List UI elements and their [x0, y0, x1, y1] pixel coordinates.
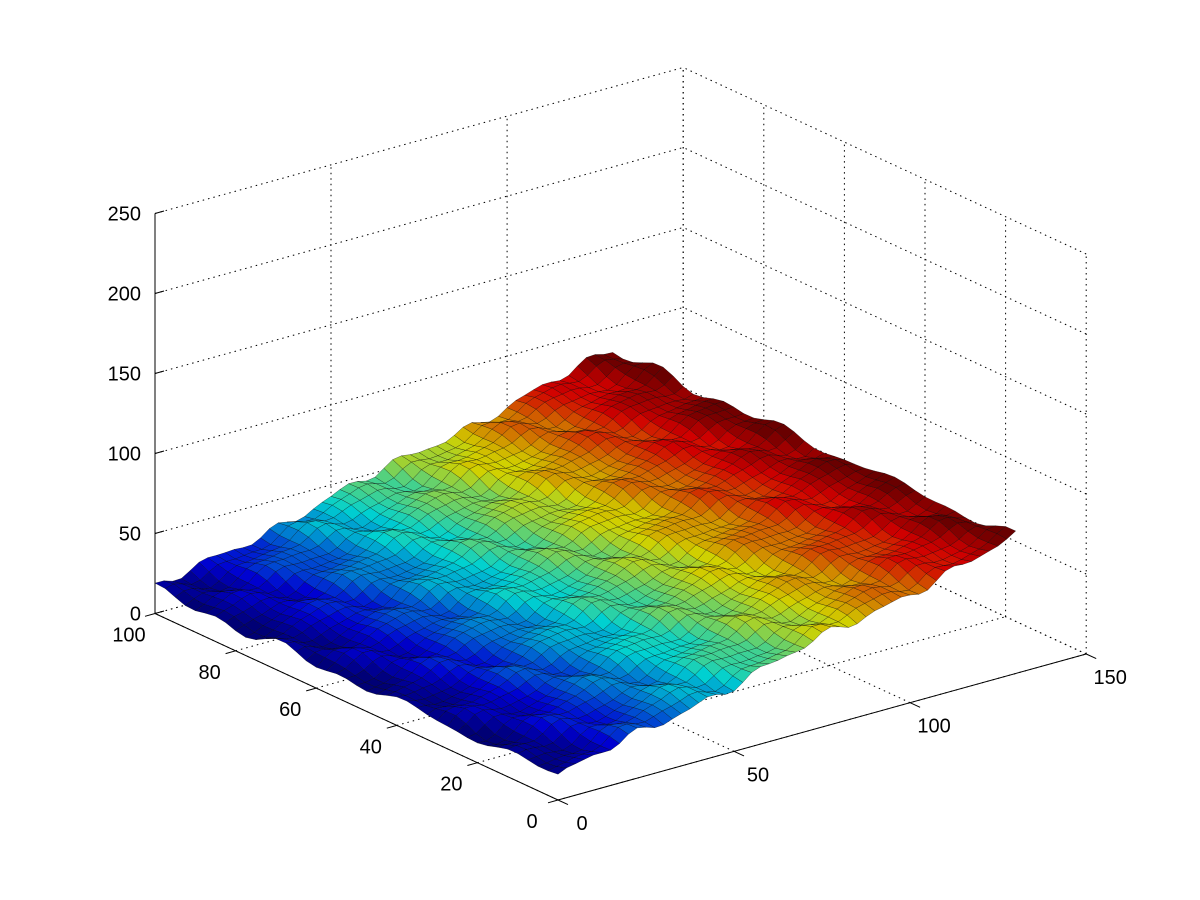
y-tick-mark-0: [547, 799, 559, 804]
z-tick-label-100: 100: [108, 444, 141, 466]
x-tick-label-0: 0: [576, 813, 587, 835]
grid-sidewall-z-200: [682, 147, 1087, 335]
surface-plot: [154, 352, 1017, 775]
x-tick-label-100: 100: [917, 716, 950, 738]
grid-floor-y-20: [477, 616, 1006, 764]
y-tick-label-20: 20: [440, 774, 462, 796]
x-tick-mark-50: [733, 750, 745, 757]
y-tick-label-100: 100: [112, 625, 145, 647]
z-tick-mark-150: [154, 370, 165, 374]
x-tick-mark-0: [557, 799, 569, 806]
y-tick-label-60: 60: [279, 699, 301, 721]
x-tick-mark-150: [1085, 653, 1097, 660]
z-tick-label-50: 50: [119, 524, 141, 546]
grid-backwall-z-150: [154, 227, 684, 374]
z-tick-label-0: 0: [130, 604, 141, 626]
x-tick-label-50: 50: [747, 764, 769, 786]
y-tick-label-40: 40: [360, 736, 382, 758]
y-axis-line: [154, 613, 559, 801]
z-tick-label-150: 150: [108, 364, 141, 386]
grid-backwall-z-100: [154, 307, 684, 454]
x-axis-line: [557, 653, 1087, 801]
y-tick-mark-100: [144, 613, 156, 617]
surface-patch: [996, 526, 1017, 540]
y-tick-mark-40: [386, 724, 397, 729]
grid-backwall-z-250: [154, 67, 684, 214]
axes: [144, 210, 1097, 806]
x-tick-label-150: 150: [1094, 667, 1127, 689]
y-tick-mark-20: [467, 762, 478, 766]
y-tick-label-80: 80: [198, 662, 220, 684]
y-tick-mark-60: [306, 687, 317, 692]
z-tick-label-200: 200: [108, 284, 141, 306]
y-tick-label-0: 0: [526, 811, 537, 833]
z-tick-mark-250: [154, 210, 165, 214]
grid-backwall-z-200: [154, 147, 684, 294]
y-tick-mark-80: [225, 650, 236, 655]
z-tick-mark-0: [154, 610, 165, 614]
grid-sidewall-z-150: [682, 227, 1087, 415]
grid-sidewall-z-250: [682, 67, 1087, 255]
z-tick-label-250: 250: [108, 204, 141, 226]
z-tick-mark-200: [154, 290, 165, 294]
x-tick-mark-100: [909, 702, 921, 708]
z-tick-mark-50: [154, 530, 165, 534]
z-tick-mark-100: [154, 450, 165, 454]
